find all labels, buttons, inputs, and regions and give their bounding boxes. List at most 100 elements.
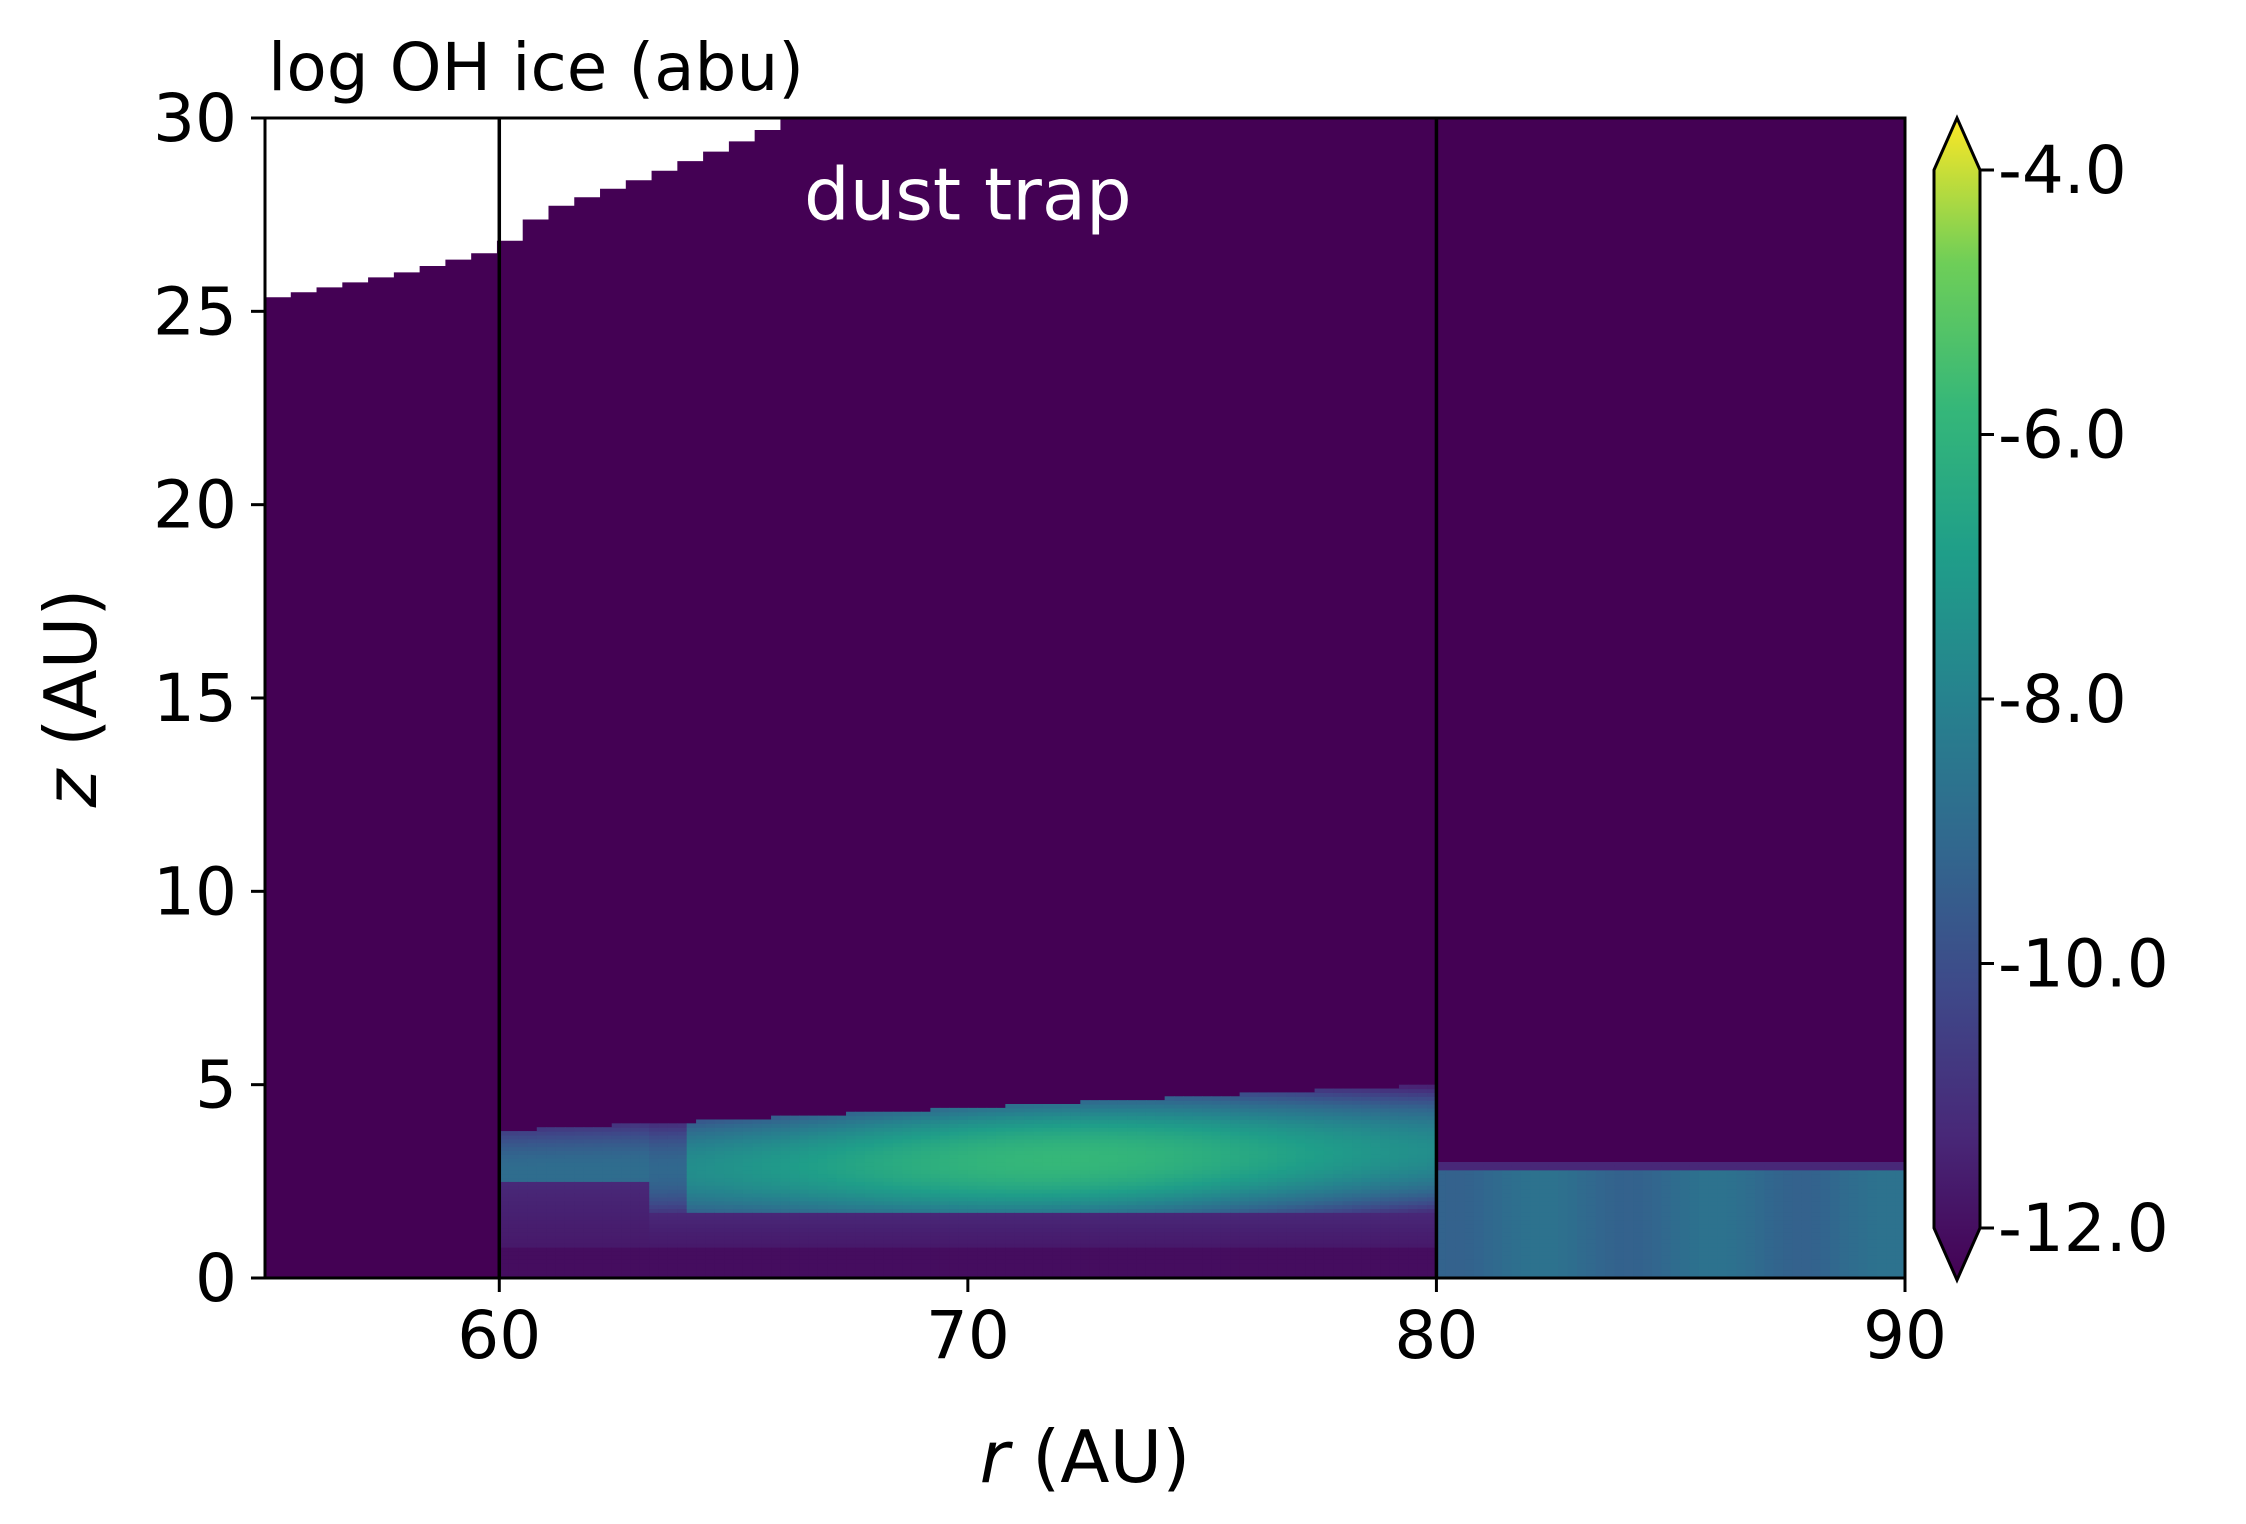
heatmap-cell — [836, 1134, 847, 1140]
heatmap-cell — [1398, 1138, 1409, 1144]
heatmap-cell — [1267, 1227, 1278, 1233]
heatmap-cell — [1070, 1104, 1081, 1109]
heatmap-cell — [930, 1165, 941, 1171]
heatmap-cell — [902, 1243, 913, 1248]
heatmap-cell — [742, 1200, 753, 1206]
heatmap-cell — [1258, 1154, 1269, 1159]
heatmap-cell — [1192, 1189, 1203, 1194]
heatmap-cell — [1539, 1177, 1550, 1182]
heatmap-cell — [705, 1262, 716, 1267]
heatmap-cell — [1202, 1154, 1213, 1159]
heatmap-cell — [780, 1227, 791, 1233]
heatmap-cell — [1520, 1185, 1531, 1190]
heatmap-cell — [1370, 1181, 1381, 1186]
heatmap-cell — [1033, 1239, 1044, 1244]
heatmap-cell — [874, 1270, 885, 1275]
heatmap-cell — [518, 1254, 528, 1260]
heatmap-cell — [733, 1258, 744, 1264]
heatmap-cell — [1277, 1216, 1288, 1221]
heatmap-cell — [677, 1254, 688, 1260]
heatmap-cell — [911, 1250, 922, 1256]
heatmap-cell — [1352, 1235, 1363, 1240]
heatmap-cell — [1548, 1192, 1559, 1198]
heatmap-cell — [724, 1169, 735, 1175]
heatmap-cell — [1249, 1220, 1259, 1225]
heatmap-cell — [1174, 1119, 1184, 1124]
heatmap-cell — [995, 1146, 1006, 1151]
heatmap-cell — [789, 1274, 800, 1278]
heatmap-cell — [771, 1254, 782, 1260]
heatmap-cell — [808, 1185, 819, 1190]
heatmap-cell — [1183, 1185, 1194, 1190]
heatmap-cell — [836, 1270, 847, 1275]
heatmap-cell — [1361, 1162, 1372, 1167]
heatmap-cell — [724, 1146, 735, 1151]
heatmap-cell — [1164, 1173, 1175, 1179]
heatmap-cell — [724, 1196, 735, 1202]
heatmap-cell — [1258, 1270, 1269, 1275]
heatmap-cell — [1127, 1254, 1138, 1260]
heatmap-cell — [724, 1254, 735, 1260]
heatmap-cell — [892, 1235, 903, 1240]
heatmap-cell — [1502, 1177, 1512, 1182]
heatmap-cell — [527, 1185, 538, 1190]
heatmap-cell — [536, 1146, 547, 1151]
heatmap-cell — [546, 1158, 557, 1163]
heatmap-cell — [1492, 1262, 1503, 1267]
heatmap-cell — [986, 1123, 997, 1128]
heatmap-cell — [1445, 1235, 1456, 1240]
heatmap-cell — [1595, 1200, 1606, 1206]
heatmap-cell — [864, 1165, 875, 1171]
heatmap-cell — [1052, 1127, 1063, 1132]
heatmap-cell — [1398, 1262, 1409, 1267]
heatmap-cell — [1258, 1254, 1269, 1260]
heatmap-cell — [977, 1262, 988, 1267]
heatmap-cell — [827, 1154, 838, 1159]
heatmap-cell — [1033, 1146, 1044, 1151]
heatmap-cell — [836, 1165, 847, 1171]
heatmap-cell — [705, 1142, 716, 1148]
heatmap-cell — [1295, 1235, 1306, 1240]
heatmap-cell — [986, 1150, 997, 1155]
heatmap-cell — [1024, 1134, 1035, 1140]
heatmap-cell — [1211, 1247, 1222, 1252]
heatmap-cell — [658, 1142, 669, 1148]
heatmap-cell — [1464, 1235, 1475, 1240]
heatmap-cell — [1333, 1247, 1344, 1252]
heatmap-cell — [902, 1204, 913, 1209]
heatmap-cell — [808, 1150, 819, 1155]
heatmap-cell — [1174, 1235, 1184, 1240]
heatmap-cell — [1558, 1212, 1569, 1217]
heatmap-cell — [1483, 1250, 1494, 1256]
heatmap-cell — [1342, 1200, 1353, 1206]
heatmap-cell — [846, 1173, 856, 1179]
heatmap-cell — [696, 1223, 707, 1229]
heatmap-cell — [817, 1165, 828, 1171]
heatmap-cell — [677, 1223, 688, 1229]
heatmap-cell — [1314, 1138, 1325, 1144]
heatmap-cell — [1174, 1262, 1184, 1267]
heatmap-cell — [1192, 1258, 1203, 1264]
heatmap-cell — [1342, 1173, 1353, 1179]
heatmap-cell — [527, 1274, 538, 1278]
heatmap-cell — [696, 1258, 707, 1264]
heatmap-cell — [1464, 1165, 1475, 1171]
heatmap-cell — [1061, 1200, 1072, 1206]
heatmap-cell — [817, 1177, 828, 1182]
heatmap-cell — [808, 1247, 819, 1252]
heatmap-cell — [1605, 1177, 1616, 1182]
heatmap-cell — [1398, 1266, 1409, 1271]
heatmap-cell — [1567, 1250, 1578, 1256]
heatmap-cell — [1417, 1177, 1428, 1182]
heatmap-cell — [995, 1254, 1006, 1260]
heatmap-cell — [1361, 1192, 1372, 1198]
heatmap-cell — [1595, 1231, 1606, 1237]
heatmap-cell — [930, 1231, 941, 1237]
heatmap-cell — [1089, 1150, 1100, 1155]
heatmap-cell — [986, 1235, 997, 1240]
heatmap-cell — [508, 1212, 519, 1217]
heatmap-cell — [958, 1162, 969, 1167]
heatmap-cell — [1445, 1247, 1456, 1252]
heatmap-cell — [771, 1189, 782, 1194]
heatmap-cell — [1267, 1250, 1278, 1256]
